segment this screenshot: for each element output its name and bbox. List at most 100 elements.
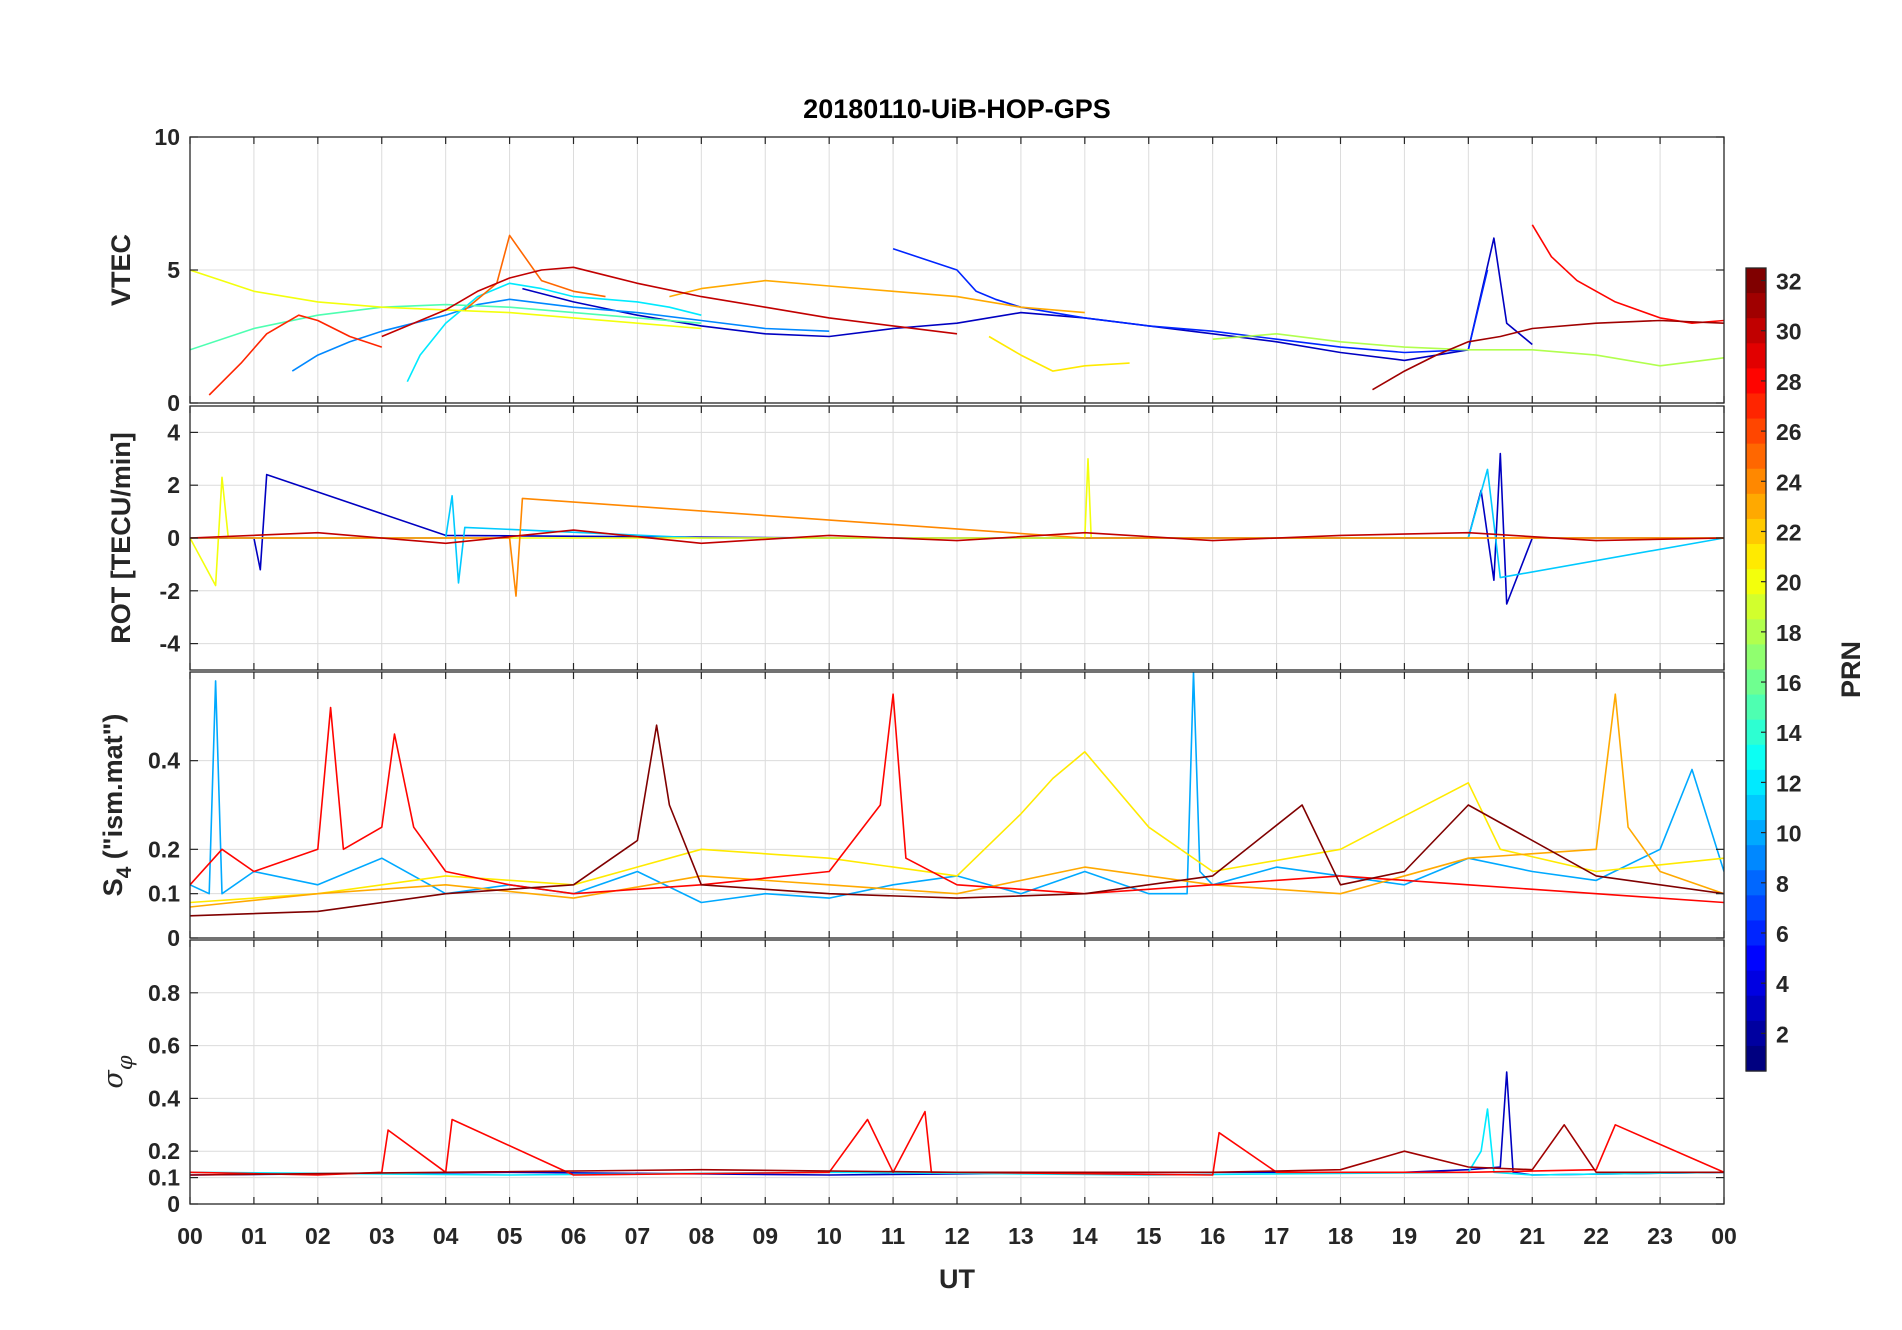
colorbar-tick-label: 22 [1776,519,1802,545]
colorbar-band-prn-3 [1746,995,1766,1022]
y-tick-label: 10 [154,124,180,150]
x-tick-label: 20 [1456,1223,1482,1249]
colorbar-tick-label: 14 [1776,720,1802,746]
series-line-prn-18 [1212,333,1724,367]
series-line-prn-28 [190,1110,1724,1176]
x-axis-label: UT [939,1264,975,1294]
series-line-prn-27 [208,314,383,396]
y-tick-label: 0.4 [148,748,180,774]
series-group [190,672,1724,917]
colorbar-band-prn-22 [1746,518,1766,545]
colorbar-tick-label: 12 [1776,770,1802,796]
y-tick-label: 4 [167,419,180,445]
colorbar-band-prn-15 [1746,694,1766,721]
colorbar-tick-label: 6 [1776,921,1789,947]
series-line-prn-20 [190,269,702,330]
colorbar-band-prn-17 [1746,644,1766,671]
series-line-prn-32 [190,724,1724,917]
y-axis-label: ROT [TECU/min] [106,432,136,643]
x-tick-label: 10 [816,1223,842,1249]
series-line-prn-24 [190,497,1724,597]
series-line-prn-21 [190,751,1724,904]
colorbar-band-prn-7 [1746,895,1766,922]
colorbar-band-prn-28 [1746,368,1766,395]
x-tick-label: 03 [369,1223,395,1249]
colorbar-band-prn-13 [1746,744,1766,771]
y-tick-label: 2 [167,472,180,498]
colorbar-band-prn-14 [1746,719,1766,746]
y-tick-label: 0 [167,925,180,951]
x-tick-label: 07 [625,1223,651,1249]
colorbar-frame [1745,267,1767,1072]
x-tick-label: 16 [1200,1223,1226,1249]
panel-rot: -4 -2 0 2 4 ROT [TECU/min] [106,405,1725,671]
x-tick-label: 15 [1136,1223,1162,1249]
x-tick-label: 18 [1328,1223,1354,1249]
x-tick-label: 17 [1264,1223,1290,1249]
colorbar-band-prn-9 [1746,845,1766,871]
series-group [190,1071,1724,1176]
colorbar-tick-label: 2 [1776,1021,1789,1047]
y-axis-label: VTEC [106,234,136,306]
colorbar-band-prn-1 [1746,1045,1766,1072]
x-tick-label: 01 [241,1223,267,1249]
colorbar-tick-label: 18 [1776,620,1802,646]
y-tick-label: 0.2 [148,1138,180,1164]
series-line-prn-12 [406,282,702,383]
series-line-prn-31 [1372,319,1724,391]
colorbar-tick-label: 8 [1776,871,1789,897]
panel-sigma_phi: 00.10.2 0.4 0.6 0.8 σφ [98,939,1725,1217]
panel-vtec: 0 5 10 VTEC [106,124,1725,416]
y-tick-label: 0.1 [148,881,180,907]
series-line-prn-28 [190,693,1724,904]
colorbar-tick-label: 28 [1776,369,1802,395]
colorbar-band-prn-27 [1746,393,1766,420]
x-tick-label: 00 [1711,1223,1737,1249]
series-line-prn-31 [190,1124,1724,1176]
colorbar-tick-label: 32 [1776,269,1802,295]
x-tick-label: 02 [305,1223,331,1249]
y-tick-label: 0.6 [148,1033,180,1059]
y-axis-label: σφ [98,1055,137,1088]
colorbar-tick-label: 30 [1776,319,1802,345]
colorbar-band-prn-31 [1746,293,1766,319]
x-tick-label: 06 [561,1223,587,1249]
y-tick-label: 0 [167,1191,180,1217]
series-line-prn-30 [190,529,1724,545]
y-axis-label: S4 ("ism.mat") [98,714,136,897]
y-tick-label: 5 [167,257,180,283]
series-line-prn-28 [1531,224,1724,324]
y-tick-label: 0.1 [148,1165,180,1191]
colorbar-band-prn-12 [1746,769,1766,796]
colorbar-tick-label: 4 [1776,971,1789,997]
x-axis: 00 01 02 03 04 05 06 07 08 09 10 11 12 13 14 15 16 17 18 19… [177,1223,1737,1249]
x-tick-label: 23 [1647,1223,1673,1249]
y-tick-label: 0 [167,390,180,416]
x-tick-label: 00 [177,1223,203,1249]
series-line-prn-25 [464,234,606,311]
series-line-prn-10 [190,672,1724,904]
colorbar-tick-label: 24 [1776,469,1802,495]
colorbar-band-prn-26 [1746,418,1766,445]
colorbar-band-prn-10 [1746,820,1766,846]
colorbar-band-prn-25 [1746,443,1766,470]
x-tick-label: 08 [689,1223,715,1249]
x-tick-label: 12 [944,1223,970,1249]
colorbar-band-prn-32 [1746,268,1766,294]
colorbar-band-prn-2 [1746,1020,1766,1047]
series-line-prn-11 [190,468,1724,584]
series-line-prn-23 [190,693,1724,908]
y-tick-label: -4 [160,631,181,657]
colorbar-band-prn-5 [1746,945,1766,972]
x-tick-label: 05 [497,1223,523,1249]
colorbar-band-prn-24 [1746,468,1766,495]
y-tick-label: -2 [160,578,180,604]
colorbar-band-prn-23 [1746,493,1766,520]
colorbar-band-prn-21 [1746,544,1766,570]
x-tick-label: 21 [1519,1223,1545,1249]
series-group [190,224,1724,396]
y-tick-label: 0.4 [148,1085,180,1111]
